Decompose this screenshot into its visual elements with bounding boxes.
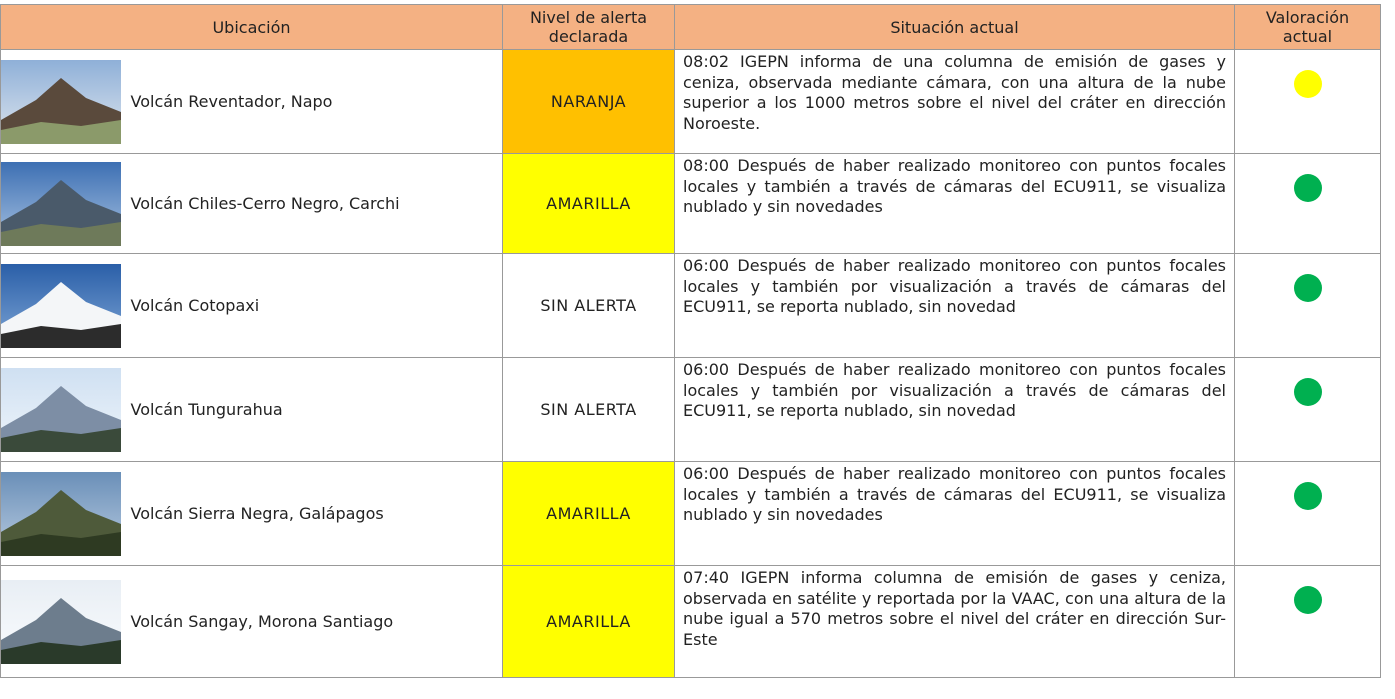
status-cell (1234, 253, 1381, 358)
alert-level: SIN ALERTA (502, 253, 675, 358)
status-cell (1234, 49, 1381, 154)
alert-level: SIN ALERTA (502, 357, 675, 462)
status-dot (1293, 586, 1322, 614)
volcano-photo (1, 579, 121, 664)
location: Volcán Tungurahua (122, 357, 503, 462)
location: Volcán Chiles-Cerro Negro, Carchi (122, 153, 503, 254)
alert-level: NARANJA (502, 49, 675, 154)
location: Volcán Sangay, Morona Santiago (122, 565, 503, 678)
situation: 06:00 Después de haber realizado monitor… (674, 357, 1235, 462)
alert-level: AMARILLA (502, 565, 675, 678)
volcano-photo (1, 471, 121, 556)
status-cell (1234, 153, 1381, 254)
header-row: Ubicación Nivel de alerta declarada Situ… (0, 4, 1381, 50)
image-cell (0, 357, 123, 462)
image-cell (0, 153, 123, 254)
header-cell: Ubicación (0, 4, 503, 50)
volcano-photo (1, 263, 121, 348)
table-body: Volcán Reventador, Napo NARANJA 08:02 IGEP… (0, 49, 1381, 678)
status-cell (1234, 357, 1381, 462)
table-row: Volcán Chiles-Cerro Negro, Carchi AMARILL… (0, 153, 1381, 254)
image-cell (0, 565, 123, 678)
table-row: Volcán Cotopaxi SIN ALERTA 06:00 Después d… (0, 253, 1381, 358)
location: Volcán Reventador, Napo (122, 49, 503, 154)
volcano-photo (1, 367, 121, 452)
header-cell: Valoración actual (1234, 4, 1381, 50)
location: Volcán Sierra Negra, Galápagos (122, 461, 503, 566)
alert-level: AMARILLA (502, 153, 675, 254)
status-dot (1293, 482, 1322, 510)
volcano-photo (1, 59, 121, 144)
alert-level: AMARILLA (502, 461, 675, 566)
table-row: Volcán Tungurahua SIN ALERTA 06:00 Después… (0, 357, 1381, 462)
situation: 08:02 IGEPN informa de una columna de em… (674, 49, 1235, 154)
status-cell (1234, 565, 1381, 678)
image-cell (0, 253, 123, 358)
status-dot (1293, 174, 1322, 202)
volcano-photo (1, 161, 121, 246)
image-cell (0, 461, 123, 566)
table-row: Volcán Reventador, Napo NARANJA 08:02 IGEP… (0, 49, 1381, 154)
status-cell (1234, 461, 1381, 566)
header-cell: Nivel de alerta declarada (502, 4, 675, 50)
page: Ubicación Nivel de alerta declarada Situ… (0, 4, 1395, 699)
status-dot (1293, 70, 1322, 98)
situation: 08:00 Después de haber realizado monitor… (674, 153, 1235, 254)
header-cell: Situación actual (674, 4, 1235, 50)
image-cell (0, 49, 123, 154)
table-row: Volcán Sierra Negra, Galápagos AMARILLA 06… (0, 461, 1381, 566)
table-row: Volcán Sangay, Morona Santiago AMARILLA 07… (0, 565, 1381, 678)
volcano-table: Ubicación Nivel de alerta declarada Situ… (0, 4, 1381, 678)
situation: 06:00 Después de haber realizado monitor… (674, 461, 1235, 566)
situation: 06:00 Después de haber realizado monitor… (674, 253, 1235, 358)
status-dot (1293, 274, 1322, 302)
location: Volcán Cotopaxi (122, 253, 503, 358)
status-dot (1293, 378, 1322, 406)
situation: 07:40 IGEPN informa columna de emisión d… (674, 565, 1235, 678)
